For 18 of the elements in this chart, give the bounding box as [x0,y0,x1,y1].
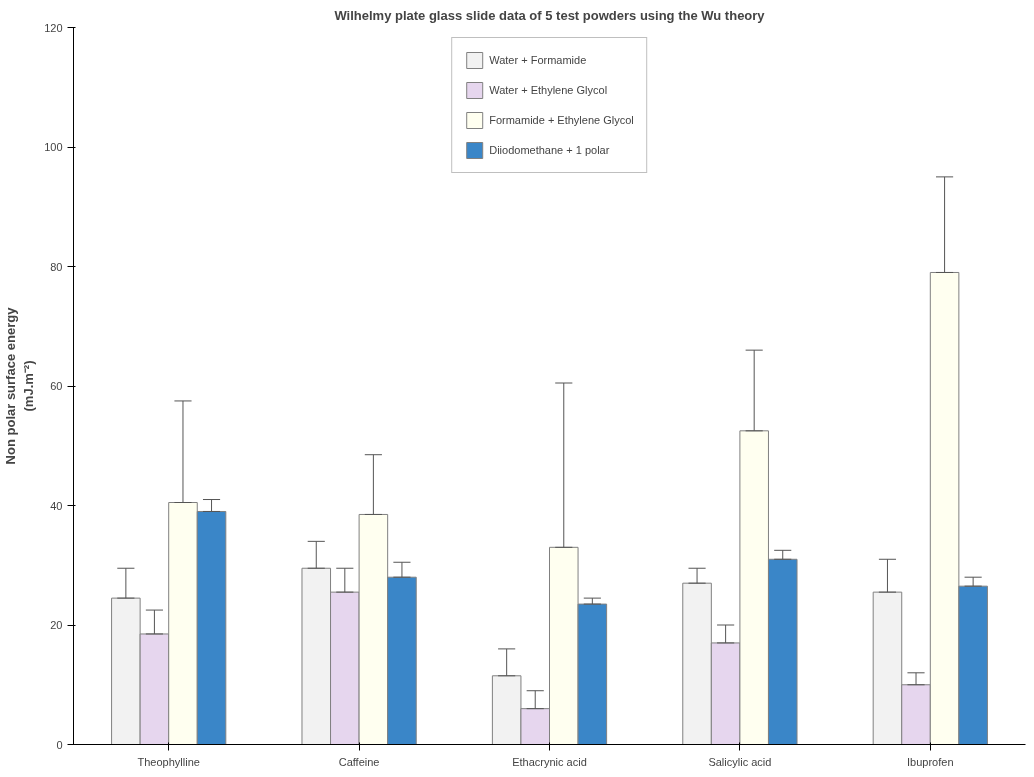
y-tick-label: 40 [50,499,63,512]
y-tick-label: 0 [56,738,63,751]
x-tick-label: Caffeine [338,755,380,768]
legend-label: Diiodomethane + 1 polar [489,144,610,156]
chart-title: Wilhelmy plate glass slide data of 5 test powders using the Wu theory [334,7,766,23]
y-tick-label: 120 [44,21,63,34]
legend-label: Water + Formamide [489,54,587,66]
legend-label: Formamide + Ethylene Glycol [489,114,634,126]
y-tick-label: 80 [50,260,63,273]
x-tick-label: Ibuprofen [907,755,954,768]
y-axis-title: Non polar surface energy (mJ.m⁻²) [3,306,37,465]
y-tick-label: 20 [50,619,63,631]
y-tick-label: 60 [50,380,63,392]
x-tick-label: Theophylline [137,755,200,768]
y-tick-label: 100 [44,141,63,153]
x-tick-label: Ethacrynic acid [512,755,587,768]
x-tick-label: Salicylic acid [708,755,772,768]
legend-label: Water + Ethylene Glycol [489,84,608,96]
